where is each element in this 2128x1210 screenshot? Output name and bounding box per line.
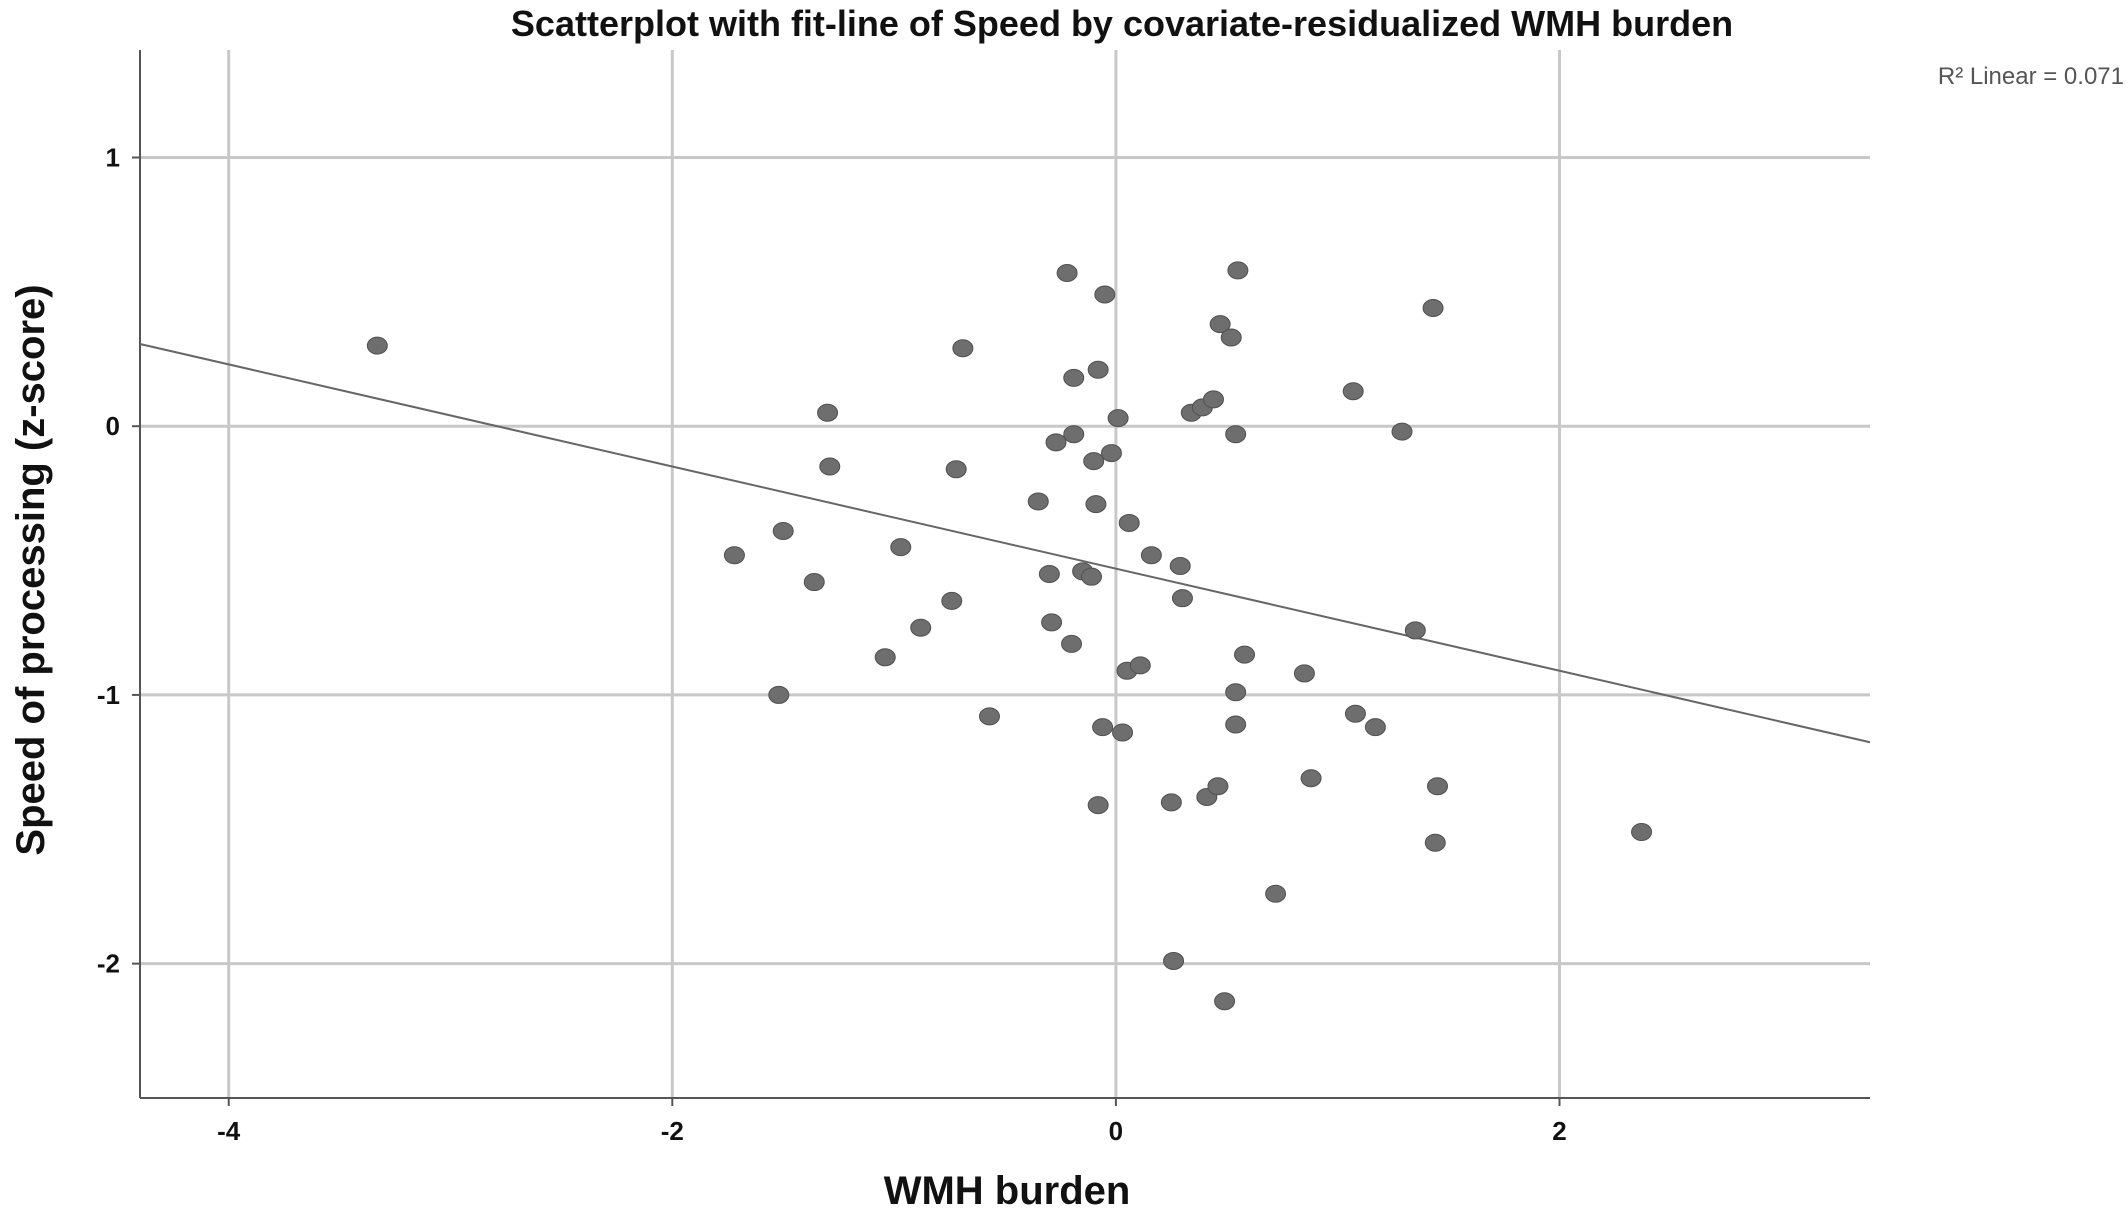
data-point xyxy=(941,591,963,610)
x-axis-title: WMH burden xyxy=(884,1169,1131,1210)
data-point xyxy=(1129,656,1151,675)
data-point xyxy=(874,648,896,667)
data-point xyxy=(1214,992,1236,1011)
x-tick-label: 0 xyxy=(1109,1116,1123,1146)
data-point xyxy=(978,707,1000,726)
data-point xyxy=(1364,718,1386,737)
data-point xyxy=(1234,645,1256,664)
data-point xyxy=(945,460,967,479)
data-point xyxy=(803,573,825,592)
data-point xyxy=(1293,664,1315,683)
data-point xyxy=(1391,422,1413,441)
data-point xyxy=(1112,723,1134,742)
data-point xyxy=(1063,425,1085,444)
data-point xyxy=(1300,769,1322,788)
y-tick-label: -2 xyxy=(97,949,120,979)
data-point xyxy=(723,546,745,565)
data-point xyxy=(819,457,841,476)
y-tick-label: 0 xyxy=(106,411,120,441)
data-point xyxy=(1209,315,1231,334)
data-point xyxy=(890,538,912,557)
y-axis-title: Speed of processing (z-score) xyxy=(9,284,53,855)
x-tick-label: -4 xyxy=(217,1116,241,1146)
data-point xyxy=(1063,368,1085,387)
data-point xyxy=(1424,833,1446,852)
data-point xyxy=(1038,565,1060,583)
data-point xyxy=(1094,285,1116,304)
axes xyxy=(132,50,1870,1106)
data-point xyxy=(1220,328,1242,347)
data-point xyxy=(1118,513,1140,532)
data-point xyxy=(1225,425,1247,444)
data-point xyxy=(1056,264,1078,283)
data-point xyxy=(1140,546,1162,565)
r-squared-annotation: R² Linear = 0.071 xyxy=(1938,63,2124,90)
data-point xyxy=(1344,704,1366,723)
data-point xyxy=(1081,567,1102,586)
data-point xyxy=(1342,382,1364,401)
data-point xyxy=(1041,613,1063,632)
data-point xyxy=(1163,951,1185,970)
data-point xyxy=(1061,634,1083,653)
x-tick-label: -2 xyxy=(661,1116,684,1146)
data-point xyxy=(1265,884,1287,903)
chart-title: Scatterplot with fit-line of Speed by co… xyxy=(511,3,1733,44)
data-point xyxy=(1085,495,1107,514)
data-point xyxy=(772,522,794,541)
data-point xyxy=(1427,777,1448,796)
data-point xyxy=(1087,360,1109,379)
data-point xyxy=(1100,444,1122,463)
fit-line-layer xyxy=(139,343,1871,744)
data-point xyxy=(1227,261,1249,280)
tick-labels: -4 -2 0 2 1 0 -1 -2 xyxy=(97,142,1567,1146)
fit-line xyxy=(139,343,1871,744)
data-point xyxy=(817,403,839,422)
data-point xyxy=(1045,433,1067,452)
data-point xyxy=(1225,715,1247,734)
data-point xyxy=(1631,822,1653,841)
data-point xyxy=(1027,492,1049,511)
data-point xyxy=(1092,718,1114,737)
data-point xyxy=(1202,390,1224,409)
data-points xyxy=(366,261,1653,1011)
data-point xyxy=(768,685,790,704)
data-point xyxy=(952,339,974,358)
data-point xyxy=(910,618,932,637)
data-point xyxy=(366,336,388,355)
data-point xyxy=(1207,777,1229,796)
y-tick-label: 1 xyxy=(106,142,120,172)
data-point xyxy=(1160,793,1182,812)
data-point xyxy=(1422,298,1444,317)
gridlines xyxy=(140,50,1870,1098)
data-point xyxy=(1171,589,1193,608)
data-point xyxy=(1107,409,1129,428)
x-tick-label: 2 xyxy=(1552,1116,1566,1146)
data-point xyxy=(1083,452,1105,471)
y-tick-label: -1 xyxy=(97,680,120,710)
data-point xyxy=(1087,796,1109,815)
data-point xyxy=(1225,683,1247,702)
data-point xyxy=(1404,621,1426,640)
data-point xyxy=(1169,556,1191,575)
